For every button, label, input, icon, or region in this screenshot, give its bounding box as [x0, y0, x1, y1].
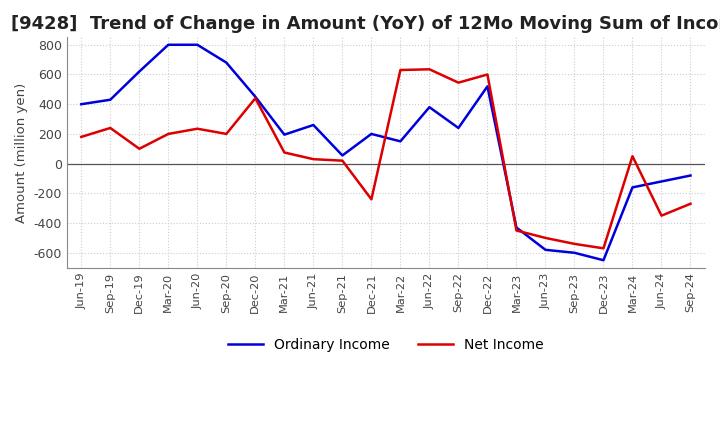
Ordinary Income — [135, 69, 143, 74]
Net Income — [77, 134, 86, 139]
Net Income — [135, 146, 143, 151]
Ordinary Income — [338, 153, 347, 158]
Ordinary Income — [570, 250, 579, 256]
Ordinary Income — [251, 94, 260, 99]
Ordinary Income — [193, 42, 202, 48]
Net Income — [280, 150, 289, 155]
Y-axis label: Amount (million yen): Amount (million yen) — [15, 82, 28, 223]
Net Income — [193, 126, 202, 132]
Ordinary Income — [541, 247, 550, 253]
Net Income — [367, 197, 376, 202]
Net Income — [164, 131, 173, 136]
Ordinary Income — [512, 225, 521, 230]
Net Income — [338, 158, 347, 163]
Net Income — [454, 80, 463, 85]
Ordinary Income — [164, 42, 173, 48]
Net Income — [541, 235, 550, 241]
Net Income — [222, 131, 230, 136]
Line: Ordinary Income: Ordinary Income — [81, 45, 690, 260]
Ordinary Income — [106, 97, 114, 103]
Net Income — [483, 72, 492, 77]
Net Income — [251, 95, 260, 101]
Net Income — [309, 157, 318, 162]
Ordinary Income — [628, 185, 636, 190]
Ordinary Income — [77, 102, 86, 107]
Ordinary Income — [483, 84, 492, 89]
Net Income — [425, 66, 433, 72]
Ordinary Income — [222, 60, 230, 65]
Net Income — [512, 228, 521, 233]
Title: [9428]  Trend of Change in Amount (YoY) of 12Mo Moving Sum of Incomes: [9428] Trend of Change in Amount (YoY) o… — [12, 15, 720, 33]
Ordinary Income — [309, 122, 318, 128]
Legend: Ordinary Income, Net Income: Ordinary Income, Net Income — [223, 332, 549, 357]
Ordinary Income — [367, 131, 376, 136]
Ordinary Income — [425, 105, 433, 110]
Ordinary Income — [280, 132, 289, 137]
Ordinary Income — [599, 257, 608, 263]
Net Income — [570, 241, 579, 246]
Line: Net Income: Net Income — [81, 69, 690, 248]
Net Income — [106, 125, 114, 131]
Net Income — [396, 67, 405, 73]
Ordinary Income — [686, 173, 695, 178]
Ordinary Income — [454, 125, 463, 131]
Ordinary Income — [657, 179, 666, 184]
Net Income — [686, 201, 695, 206]
Ordinary Income — [396, 139, 405, 144]
Net Income — [599, 246, 608, 251]
Net Income — [657, 213, 666, 218]
Net Income — [628, 154, 636, 159]
